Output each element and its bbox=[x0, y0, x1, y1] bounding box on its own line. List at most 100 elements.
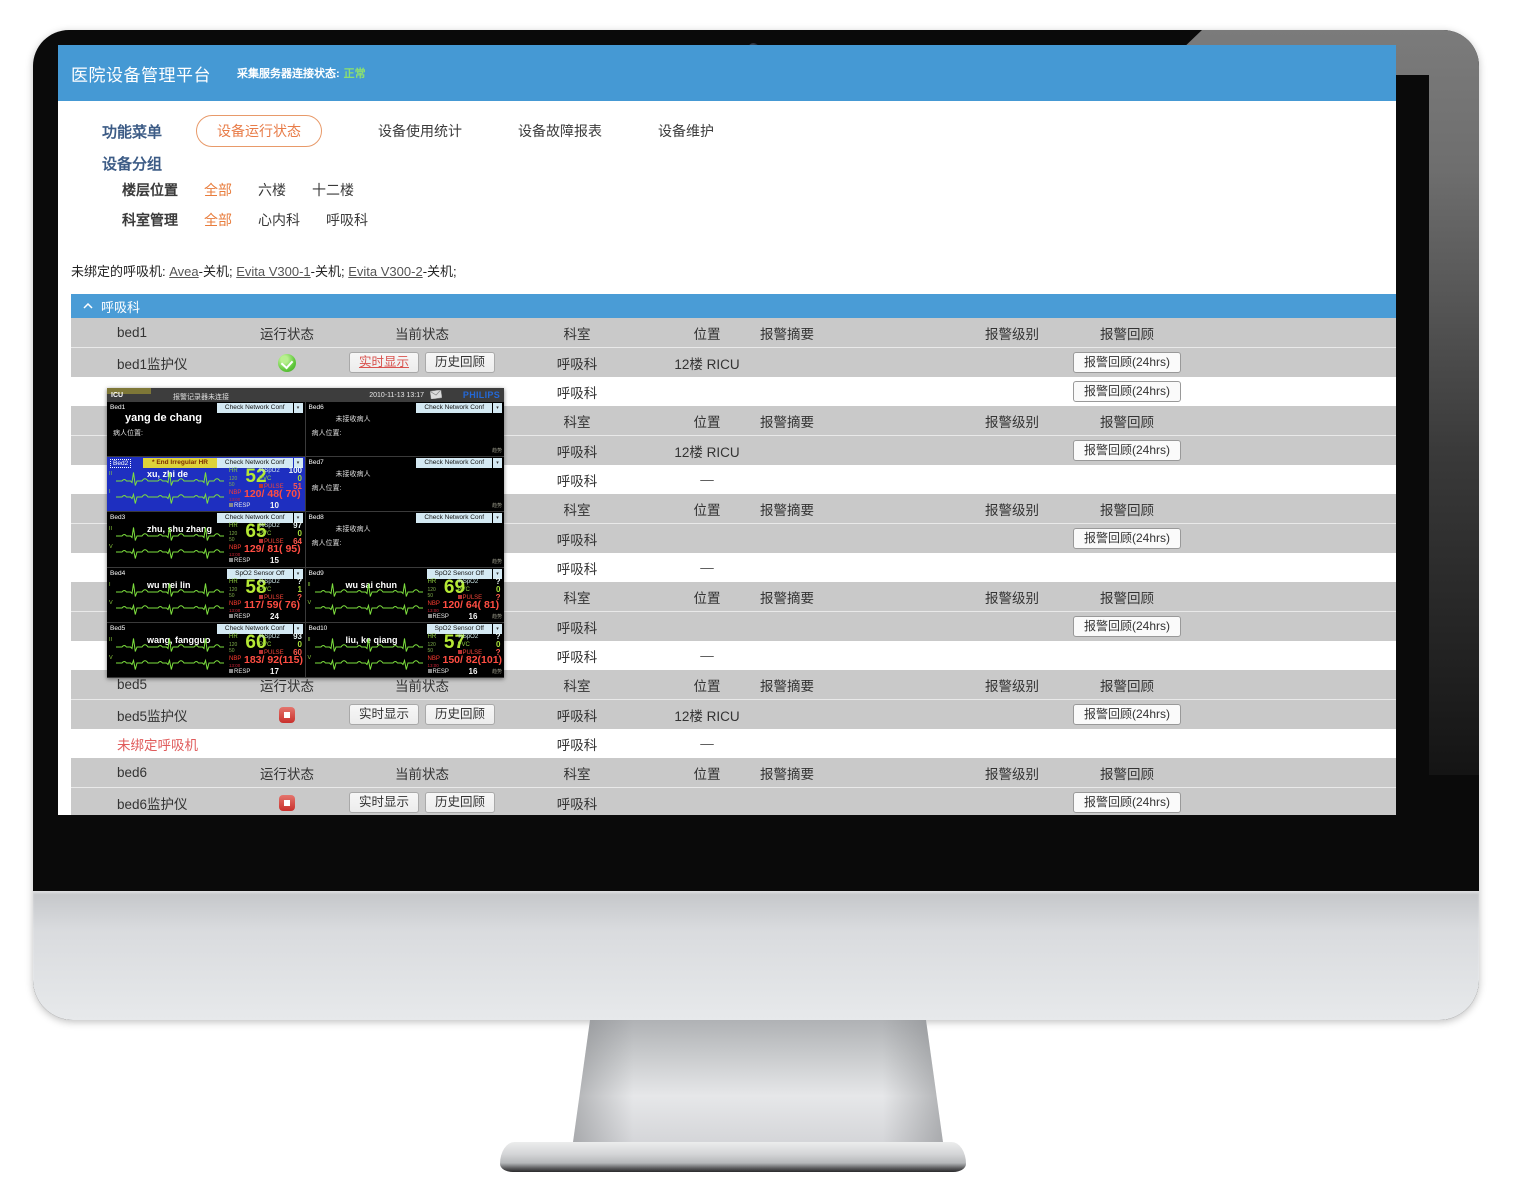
ecg-lead2-label: V bbox=[109, 654, 113, 661]
spot-values: %SpO2? PVC 1 PULSE? bbox=[259, 576, 302, 602]
alarm-review-24hrs-button[interactable]: 报警回顾(24hrs) bbox=[1072, 704, 1181, 725]
tab-device-fault-report[interactable]: 设备故障报表 bbox=[518, 123, 603, 139]
trend-label: 趋势 bbox=[491, 503, 502, 510]
col-location: 位置 bbox=[693, 590, 721, 606]
network-conf-dropdown[interactable]: Check Network Conf ▾ bbox=[416, 403, 502, 413]
bed-id-label: Bed8 bbox=[308, 514, 324, 522]
pvc-value: 1 bbox=[297, 584, 302, 594]
spo2-value: ? bbox=[297, 576, 302, 586]
bed-cell-3: Bed7 Check Network Conf ▾ 病人位置: 未接收病人 病人… bbox=[305, 457, 504, 513]
col-department: 科室 bbox=[563, 414, 591, 430]
spot-values: %SpO2 100 PVC 0 PULSE 51 bbox=[259, 466, 302, 492]
unbound-link-evita1[interactable]: Evita V300-1 bbox=[236, 264, 311, 279]
ecg-waveform bbox=[116, 472, 224, 486]
network-conf-dropdown[interactable]: SpO2 Sensor Off ▾ bbox=[227, 568, 303, 579]
alarm-review-24hrs-button[interactable]: 报警回顾(24hrs) bbox=[1072, 381, 1181, 402]
network-conf-dropdown[interactable]: Check Network Conf ▾ bbox=[216, 458, 303, 469]
server-status-value: 正常 bbox=[343, 68, 366, 80]
hr-limits: 120 50 bbox=[427, 641, 436, 654]
monitor-dept: 呼吸科 bbox=[556, 708, 598, 724]
alarm-review-24hrs-button[interactable]: 报警回顾(24hrs) bbox=[1072, 792, 1181, 813]
filter-floor-12[interactable]: 十二楼 bbox=[312, 182, 354, 198]
realtime-display-button[interactable]: 实时显示 bbox=[348, 792, 419, 813]
network-conf-dropdown[interactable]: Check Network Conf ▾ bbox=[216, 513, 303, 524]
hr-label: HR bbox=[229, 468, 238, 475]
network-conf-dropdown[interactable]: Check Network Conf ▾ bbox=[416, 458, 502, 469]
col-alarm-review: 报警回顾 bbox=[1100, 766, 1154, 782]
monitor-datetime: 2010-11-13 13:17 bbox=[369, 392, 424, 399]
filter-floor-6[interactable]: 六楼 bbox=[258, 182, 286, 198]
resp-label: RESP bbox=[427, 668, 449, 675]
alarm-review-24hrs-button[interactable]: 报警回顾(24hrs) bbox=[1072, 616, 1181, 637]
unbound-link-avea[interactable]: Avea bbox=[169, 264, 199, 279]
alarm-review-24hrs-button[interactable]: 报警回顾(24hrs) bbox=[1072, 440, 1181, 461]
tab-device-usage-stats[interactable]: 设备使用统计 bbox=[378, 123, 463, 139]
history-review-button[interactable]: 历史回顾 bbox=[425, 352, 496, 373]
tab-device-run-status[interactable]: 设备运行状态 bbox=[196, 115, 323, 147]
bed-id-label: Bed10 bbox=[308, 624, 328, 632]
alarm-recorder-status: 报警记录器未连接 bbox=[173, 394, 229, 401]
tab-device-maintenance[interactable]: 设备维护 bbox=[658, 123, 715, 139]
filter-floor: 楼层位置 全部 六楼 十二楼 bbox=[122, 179, 354, 201]
monitor-dept: 呼吸科 bbox=[556, 620, 598, 636]
spot-values: %SpO2? PVC 0 PULSE? bbox=[457, 631, 501, 657]
col-alarm-review: 报警回顾 bbox=[1100, 414, 1154, 430]
col-location: 位置 bbox=[693, 326, 721, 342]
filter-floor-label: 楼层位置 bbox=[122, 182, 178, 198]
alarm-review-24hrs-button[interactable]: 报警回顾(24hrs) bbox=[1072, 528, 1181, 549]
app-title: 医院设备管理平台 bbox=[71, 65, 211, 85]
spo2-value: 100 bbox=[288, 466, 302, 476]
resp-label: RESP bbox=[229, 503, 250, 509]
ecg-lead2-label: V bbox=[109, 599, 113, 606]
ecg-lead2-label: V bbox=[307, 654, 312, 661]
network-conf-dropdown[interactable]: SpO2 Sensor Off ▾ bbox=[426, 568, 502, 579]
network-conf-dropdown[interactable]: Check Network Conf ▾ bbox=[416, 513, 502, 524]
ventilator-location: — bbox=[700, 648, 714, 663]
pvc-value: 0 bbox=[297, 639, 302, 649]
section-respiratory-bar[interactable]: 呼吸科 bbox=[71, 294, 1396, 318]
col-alarm-level: 报警级别 bbox=[985, 678, 1039, 694]
nav-menu-label: 功能菜单 bbox=[102, 123, 163, 141]
realtime-display-button[interactable]: 实时显示 bbox=[348, 352, 419, 373]
alarm-review-24hrs-button[interactable]: 报警回顾(24hrs) bbox=[1072, 352, 1181, 373]
filter-dept-respiratory[interactable]: 呼吸科 bbox=[326, 212, 368, 228]
ecg-waveform bbox=[116, 548, 224, 560]
dropdown-arrow-icon: ▾ bbox=[293, 403, 303, 413]
network-conf-dropdown[interactable]: Check Network Conf ▾ bbox=[216, 623, 303, 634]
patient-name: liu, ke qiang bbox=[345, 634, 398, 645]
monitor-location bbox=[647, 612, 767, 641]
monitor-location bbox=[647, 524, 767, 553]
network-conf-text: Check Network Conf bbox=[416, 403, 492, 413]
patient-location-label: 病人位置: bbox=[113, 430, 143, 437]
filter-dept-cardiology[interactable]: 心内科 bbox=[258, 212, 300, 228]
hr-limits: 120 50 bbox=[229, 531, 238, 544]
bed-cell-6: Bed4 SpO2 Sensor Off ▾ wu mei lin 病人位置: … bbox=[107, 567, 306, 623]
unbound-state: -关机; bbox=[310, 264, 345, 279]
bed-id-label: Bed1 bbox=[110, 404, 126, 411]
chevron-up-icon[interactable] bbox=[83, 303, 93, 309]
bed-id-label: Bed5 bbox=[110, 624, 126, 632]
patient-name: wang, fangguo bbox=[147, 634, 211, 645]
dropdown-arrow-icon: ▾ bbox=[493, 513, 502, 524]
trend-label: 趋势 bbox=[491, 448, 502, 455]
filter-floor-all[interactable]: 全部 bbox=[204, 182, 232, 198]
bed-cell-0: Bed1 Check Network Conf ▾ yang de chang … bbox=[107, 402, 306, 458]
nbp-value: 120/ 48( 70) bbox=[244, 488, 301, 501]
ecg-waveform bbox=[314, 603, 423, 615]
dropdown-arrow-icon: ▾ bbox=[293, 568, 303, 579]
col-run-status: 运行状态 bbox=[260, 326, 314, 342]
filter-dept-all[interactable]: 全部 bbox=[204, 212, 232, 228]
col-current-status: 当前状态 bbox=[395, 678, 449, 694]
ventilator-dept: 呼吸科 bbox=[556, 473, 598, 489]
nbp-label: NBP bbox=[427, 655, 440, 662]
dropdown-arrow-icon: ▾ bbox=[293, 458, 303, 469]
unbound-link-evita2[interactable]: Evita V300-2 bbox=[348, 264, 423, 279]
network-conf-dropdown[interactable]: Check Network Conf ▾ bbox=[216, 403, 303, 413]
group-header-row: bed1 运行状态 当前状态 科室 位置 报警摘要 报警级别 报警回顾 bbox=[71, 318, 1396, 348]
ventilator-dept: 呼吸科 bbox=[556, 385, 598, 401]
network-conf-dropdown[interactable]: SpO2 Sensor Off ▾ bbox=[426, 623, 502, 634]
realtime-display-button[interactable]: 实时显示 bbox=[348, 704, 419, 725]
nbp-time: 13:00 bbox=[229, 497, 241, 503]
history-review-button[interactable]: 历史回顾 bbox=[425, 704, 496, 725]
history-review-button[interactable]: 历史回顾 bbox=[425, 792, 496, 813]
